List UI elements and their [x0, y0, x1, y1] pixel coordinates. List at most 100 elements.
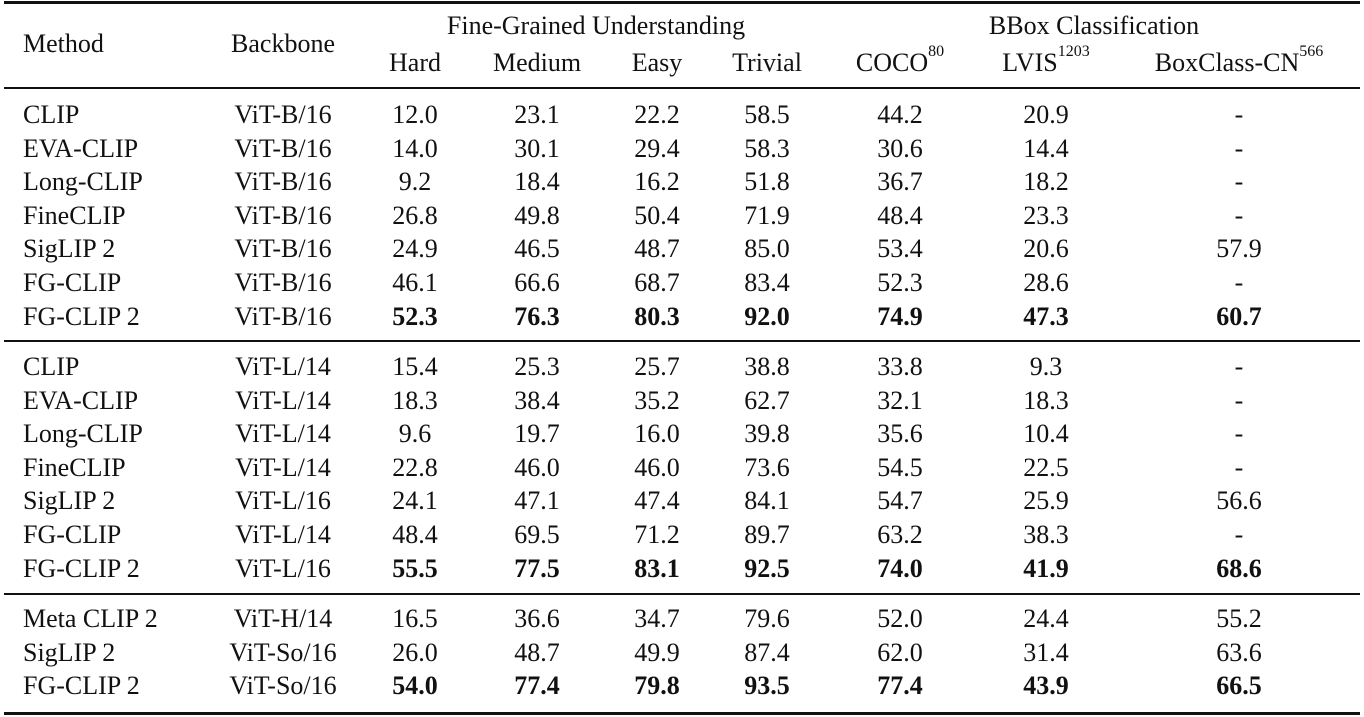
cell-value: 58.3: [744, 133, 790, 163]
cell-value: 22.5: [1023, 452, 1069, 482]
cell-value: 66.5: [1216, 671, 1262, 701]
header-lvis: LVIS1203: [1002, 44, 1089, 78]
cell-value: 50.4: [634, 200, 680, 230]
cell-value: 52.3: [392, 301, 438, 331]
cell-method: Long-CLIP: [23, 419, 143, 449]
cell-value: 85.0: [744, 234, 790, 264]
cell-value: 53.4: [877, 234, 923, 264]
cell-value: 92.0: [744, 301, 790, 331]
cell-value: 18.3: [1023, 385, 1069, 415]
cell-value: 79.8: [634, 671, 680, 701]
cell-backbone: ViT-So/16: [229, 671, 337, 701]
cell-value: 71.9: [744, 200, 790, 230]
header-method: Method: [23, 29, 104, 58]
cell-value: 19.7: [514, 419, 560, 449]
cell-value: 55.5: [392, 553, 438, 583]
cell-method: FineCLIP: [23, 200, 126, 230]
cell-value: 44.2: [877, 100, 923, 129]
cell-value: 63.6: [1216, 637, 1262, 667]
cell-value: 16.5: [392, 604, 438, 633]
header-name: LVIS: [1002, 48, 1058, 77]
cell-method: SigLIP 2: [23, 486, 116, 516]
header-superscript: 80: [928, 43, 945, 60]
cell-value: 55.2: [1216, 604, 1262, 633]
cell-value: 73.6: [744, 452, 790, 482]
cell-value: 24.9: [392, 234, 438, 264]
cell-value: 20.6: [1023, 234, 1069, 264]
cell-value: 79.6: [744, 604, 790, 633]
header-rule: [4, 87, 1360, 89]
cell-value: -: [1234, 419, 1244, 449]
header-hard: Hard: [389, 48, 441, 77]
cell-value: 77.4: [514, 671, 560, 701]
header-medium: Medium: [492, 48, 582, 77]
cell-backbone: ViT-L/14: [235, 452, 331, 482]
cell-backbone: ViT-B/16: [234, 133, 332, 163]
cell-value: 51.8: [744, 167, 790, 197]
cell-method: EVA-CLIP: [23, 133, 139, 163]
header-name: COCO: [855, 48, 929, 77]
cell-value: -: [1234, 100, 1244, 129]
cell-backbone: ViT-L/14: [235, 419, 331, 449]
cell-backbone: ViT-So/16: [229, 637, 337, 667]
cell-value: 26.0: [392, 637, 438, 667]
cell-value: 25.3: [514, 352, 560, 381]
cell-value: 48.7: [514, 637, 560, 667]
cell-method: FG-CLIP 2: [23, 671, 140, 701]
cell-value: 28.6: [1023, 268, 1069, 297]
cell-value: 18.4: [514, 167, 560, 197]
cell-value: 36.6: [514, 604, 560, 633]
cell-value: 38.8: [744, 352, 790, 381]
header-easy: Easy: [631, 48, 683, 77]
cell-method: SigLIP 2: [23, 637, 116, 667]
cell-backbone: ViT-B/16: [234, 167, 332, 197]
cell-value: 39.8: [744, 419, 790, 449]
cell-value: 33.8: [877, 352, 923, 381]
cell-value: 46.0: [634, 452, 680, 482]
cell-backbone: ViT-L/16: [235, 553, 331, 583]
header-boxclass-cn: BoxClass-CN566: [1155, 44, 1323, 78]
cell-value: 57.9: [1216, 234, 1262, 264]
cell-value: 10.4: [1023, 419, 1069, 449]
cell-value: 12.0: [392, 100, 438, 129]
section-rule: [4, 340, 1360, 342]
header-backbone: Backbone: [231, 29, 335, 58]
cell-value: 62.0: [877, 637, 923, 667]
cell-value: 83.1: [634, 553, 680, 583]
cell-value: 89.7: [744, 520, 790, 549]
cell-value: 48.7: [634, 234, 680, 264]
cell-backbone: ViT-H/14: [233, 604, 333, 633]
header-superscript: 1203: [1057, 43, 1090, 60]
cell-value: 9.6: [398, 419, 432, 449]
cell-value: 84.1: [744, 486, 790, 516]
cell-value: 80.3: [634, 301, 680, 331]
bottom-rule: [4, 712, 1360, 715]
cell-value: 46.0: [514, 452, 560, 482]
cell-value: -: [1234, 167, 1244, 197]
cell-value: 60.7: [1216, 301, 1262, 331]
cell-value: 30.1: [514, 133, 560, 163]
cell-value: -: [1234, 352, 1244, 381]
cell-value: 77.5: [514, 553, 560, 583]
cell-value: 24.1: [392, 486, 438, 516]
header-group-bbox: BBox Classification: [988, 11, 1200, 40]
cell-value: 47.3: [1023, 301, 1069, 331]
cell-method: FG-CLIP 2: [23, 301, 140, 331]
cell-value: -: [1234, 200, 1244, 230]
cell-value: 48.4: [392, 520, 438, 549]
cell-value: 30.6: [877, 133, 923, 163]
cell-method: FineCLIP: [23, 452, 126, 482]
cell-value: 31.4: [1023, 637, 1069, 667]
cell-value: 38.4: [514, 385, 560, 415]
cell-value: 54.7: [877, 486, 923, 516]
cell-method: Long-CLIP: [23, 167, 143, 197]
cell-method: Meta CLIP 2: [23, 604, 158, 633]
header-superscript: 566: [1299, 43, 1324, 60]
cell-value: 32.1: [877, 385, 923, 415]
cell-value: 14.4: [1023, 133, 1069, 163]
cell-backbone: ViT-L/14: [235, 520, 331, 549]
cell-value: 87.4: [744, 637, 790, 667]
cell-value: 49.8: [514, 200, 560, 230]
cell-value: 49.9: [634, 637, 680, 667]
cell-method: FG-CLIP: [23, 520, 122, 549]
